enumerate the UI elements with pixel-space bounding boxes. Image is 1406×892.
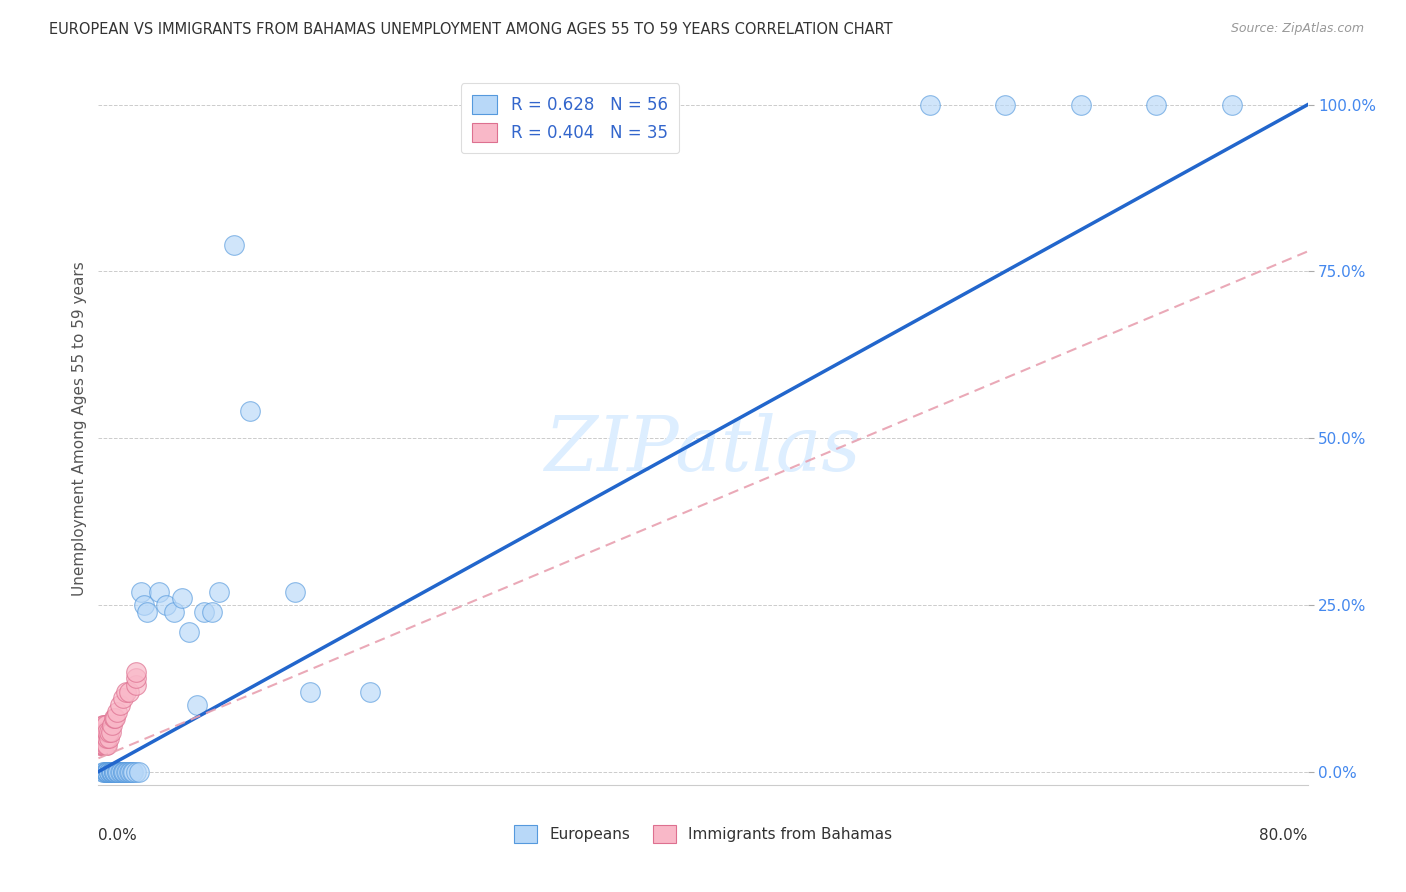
Point — [125, 764, 148, 779]
Point — [132, 598, 155, 612]
Point — [120, 764, 142, 779]
Point — [284, 584, 307, 599]
Point — [98, 764, 121, 779]
Point — [101, 764, 124, 779]
Point — [224, 237, 246, 252]
Point — [104, 711, 127, 725]
Point — [104, 764, 127, 779]
Legend: Europeans, Immigrants from Bahamas: Europeans, Immigrants from Bahamas — [508, 819, 898, 848]
Point — [98, 724, 121, 739]
Text: 80.0%: 80.0% — [1260, 828, 1308, 843]
Point — [91, 718, 114, 732]
Point — [96, 764, 118, 779]
Point — [91, 731, 114, 746]
Point — [121, 764, 143, 779]
Text: 0.0%: 0.0% — [98, 828, 138, 843]
Point — [128, 764, 150, 779]
Point — [105, 705, 128, 719]
Point — [1220, 97, 1243, 112]
Point — [93, 738, 115, 752]
Point — [94, 738, 117, 752]
Point — [299, 684, 322, 698]
Point — [90, 738, 112, 752]
Point — [96, 724, 118, 739]
Point — [91, 724, 114, 739]
Point — [96, 764, 118, 779]
Point — [94, 718, 117, 732]
Point — [103, 764, 125, 779]
Point — [125, 665, 148, 679]
Point — [89, 724, 111, 739]
Point — [91, 764, 114, 779]
Point — [100, 764, 122, 779]
Point — [103, 764, 125, 779]
Point — [93, 764, 115, 779]
Point — [98, 731, 121, 746]
Point — [89, 731, 111, 746]
Point — [90, 724, 112, 739]
Point — [112, 764, 135, 779]
Point — [100, 724, 122, 739]
Point — [98, 764, 121, 779]
Point — [111, 764, 134, 779]
Point — [91, 738, 114, 752]
Point — [111, 764, 134, 779]
Point — [155, 598, 177, 612]
Point — [114, 684, 136, 698]
Point — [96, 731, 118, 746]
Text: EUROPEAN VS IMMIGRANTS FROM BAHAMAS UNEMPLOYMENT AMONG AGES 55 TO 59 YEARS CORRE: EUROPEAN VS IMMIGRANTS FROM BAHAMAS UNEM… — [49, 22, 893, 37]
Point — [616, 97, 638, 112]
Point — [918, 97, 941, 112]
Point — [110, 764, 132, 779]
Point — [98, 764, 121, 779]
Point — [100, 764, 122, 779]
Point — [125, 671, 148, 685]
Point — [105, 764, 128, 779]
Point — [105, 764, 128, 779]
Point — [107, 764, 129, 779]
Point — [111, 691, 134, 706]
Point — [94, 731, 117, 746]
Point — [148, 584, 170, 599]
Point — [93, 718, 115, 732]
Point — [103, 711, 125, 725]
Point — [1144, 97, 1167, 112]
Point — [108, 764, 131, 779]
Point — [1070, 97, 1092, 112]
Point — [118, 764, 141, 779]
Point — [170, 591, 193, 606]
Point — [93, 724, 115, 739]
Point — [122, 764, 145, 779]
Point — [208, 584, 231, 599]
Point — [108, 698, 131, 712]
Point — [163, 605, 186, 619]
Point — [239, 404, 262, 418]
Y-axis label: Unemployment Among Ages 55 to 59 years: Unemployment Among Ages 55 to 59 years — [72, 260, 87, 596]
Point — [90, 731, 112, 746]
Point — [186, 698, 208, 712]
Point — [93, 731, 115, 746]
Point — [94, 764, 117, 779]
Point — [193, 605, 215, 619]
Point — [101, 718, 124, 732]
Point — [115, 764, 138, 779]
Point — [179, 624, 201, 639]
Point — [125, 678, 148, 692]
Point — [96, 738, 118, 752]
Text: Source: ZipAtlas.com: Source: ZipAtlas.com — [1230, 22, 1364, 36]
Point — [135, 605, 157, 619]
Point — [129, 584, 152, 599]
Point — [994, 97, 1017, 112]
Point — [94, 764, 117, 779]
Point — [101, 764, 124, 779]
Point — [118, 684, 141, 698]
Point — [114, 764, 136, 779]
Point — [89, 738, 111, 752]
Point — [201, 605, 224, 619]
Point — [360, 684, 382, 698]
Point — [94, 724, 117, 739]
Point — [103, 764, 125, 779]
Text: ZIPatlas: ZIPatlas — [544, 413, 862, 486]
